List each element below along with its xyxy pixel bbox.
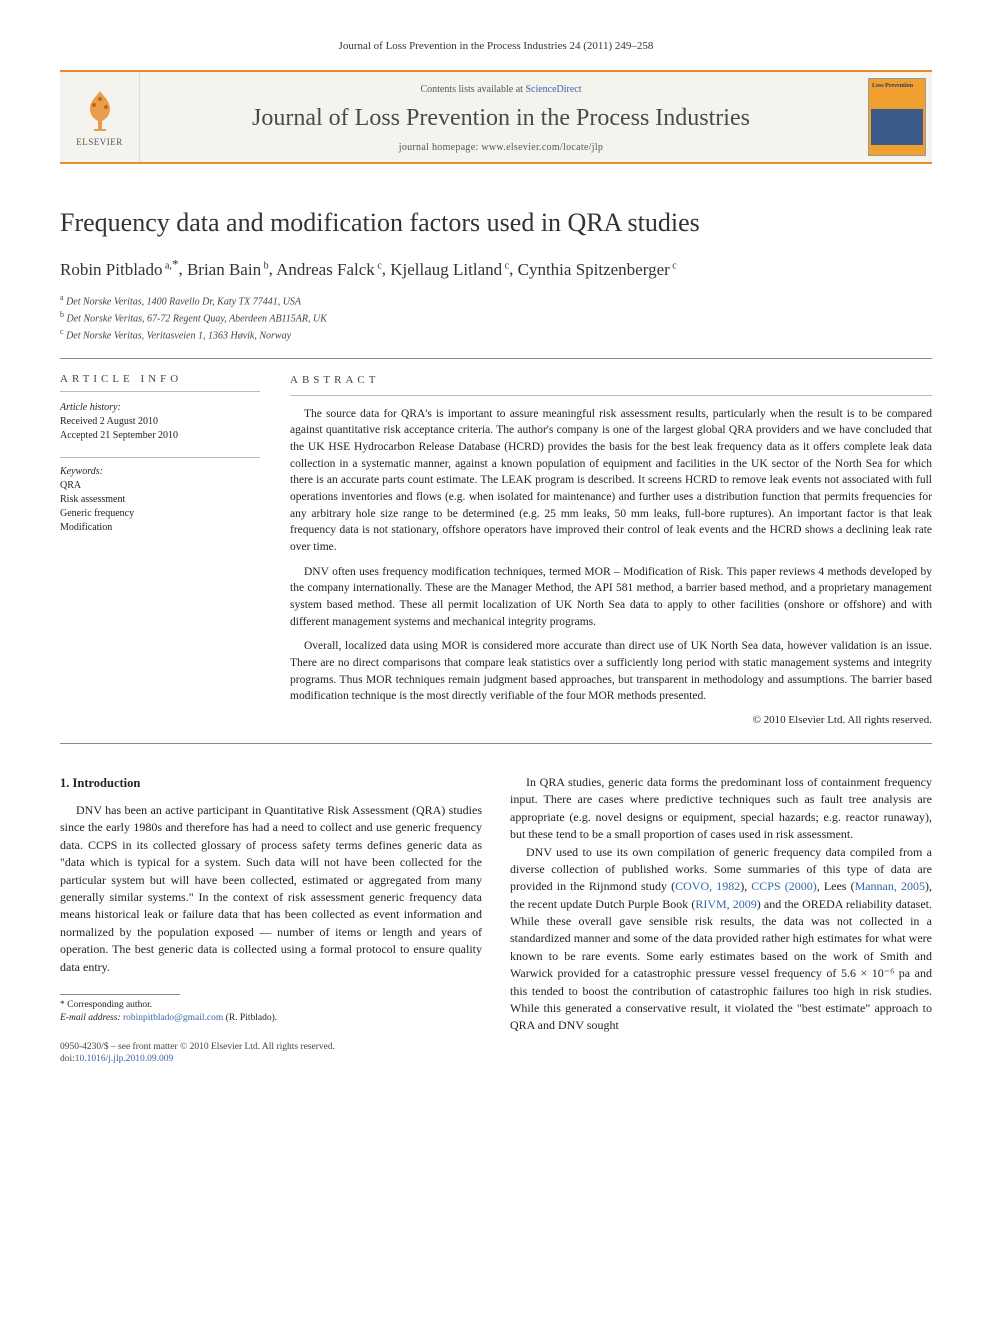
- author-list: Robin Pitblado a,*, Brian Bain b, Andrea…: [60, 256, 932, 280]
- body-paragraph: DNV used to use its own compilation of g…: [510, 844, 932, 1035]
- elsevier-tree-icon: [76, 87, 124, 135]
- section-title: Introduction: [73, 776, 141, 790]
- section-number: 1.: [60, 776, 69, 790]
- homepage-prefix: journal homepage:: [399, 142, 482, 153]
- affiliation: c Det Norske Veritas, Veritasveien 1, 13…: [60, 326, 932, 343]
- author: Kjellaug Litland c: [390, 260, 509, 279]
- body-two-column: 1. Introduction DNV has been an active p…: [60, 774, 932, 1066]
- article-info-heading: ARTICLE INFO: [60, 373, 260, 392]
- received-date: Received 2 August 2010: [60, 415, 260, 429]
- sciencedirect-link[interactable]: ScienceDirect: [525, 84, 581, 95]
- author: Andreas Falck c: [276, 260, 382, 279]
- abstract-column: ABSTRACT The source data for QRA's is im…: [290, 359, 932, 743]
- publisher-logo: ELSEVIER: [60, 72, 140, 162]
- keyword: QRA: [60, 479, 260, 493]
- journal-header: ELSEVIER Contents lists available at Sci…: [60, 70, 932, 164]
- citation-link[interactable]: RIVM, 2009: [695, 897, 756, 911]
- homepage-url: www.elsevier.com/locate/jlp: [481, 142, 603, 153]
- author: Robin Pitblado a,*: [60, 260, 178, 279]
- abstract-paragraph: Overall, localized data using MOR is con…: [290, 638, 932, 705]
- email-person: (R. Pitblado).: [226, 1013, 277, 1023]
- journal-cover-thumbnail: Loss Prevention: [862, 72, 932, 162]
- info-abstract-block: ARTICLE INFO Article history: Received 2…: [60, 358, 932, 744]
- article-info-column: ARTICLE INFO Article history: Received 2…: [60, 359, 260, 743]
- doi-link[interactable]: 10.1016/j.jlp.2010.09.009: [75, 1054, 173, 1064]
- accepted-date: Accepted 21 September 2010: [60, 429, 260, 443]
- keyword: Risk assessment: [60, 493, 260, 507]
- issn-copyright-line: 0950-4230/$ – see front matter © 2010 El…: [60, 1041, 482, 1054]
- contents-prefix: Contents lists available at: [420, 84, 525, 95]
- body-paragraph: In QRA studies, generic data forms the p…: [510, 774, 932, 844]
- journal-homepage-line: journal homepage: www.elsevier.com/locat…: [152, 142, 850, 153]
- affiliation-list: a Det Norske Veritas, 1400 Ravello Dr, K…: [60, 292, 932, 344]
- abstract-paragraph: The source data for QRA's is important t…: [290, 406, 932, 556]
- corresponding-email-link[interactable]: robinpitblado@gmail.com: [123, 1013, 223, 1023]
- author: Cynthia Spitzenberger c: [518, 260, 677, 279]
- affiliation: b Det Norske Veritas, 67-72 Regent Quay,…: [60, 309, 932, 326]
- corresponding-author-note: * Corresponding author.: [60, 999, 482, 1012]
- footnotes: * Corresponding author. E-mail address: …: [60, 999, 482, 1025]
- keywords-list: QRARisk assessmentGeneric frequencyModif…: [60, 479, 260, 535]
- article-title: Frequency data and modification factors …: [60, 208, 932, 238]
- citation-link[interactable]: CCPS (2000): [751, 879, 816, 893]
- email-label: E-mail address:: [60, 1013, 121, 1023]
- abstract-heading: ABSTRACT: [290, 373, 932, 396]
- keyword: Modification: [60, 521, 260, 535]
- publisher-name: ELSEVIER: [76, 137, 123, 147]
- journal-name: Journal of Loss Prevention in the Proces…: [152, 105, 850, 132]
- history-dates: Received 2 August 2010 Accepted 21 Septe…: [60, 415, 260, 443]
- keyword: Generic frequency: [60, 507, 260, 521]
- left-column: 1. Introduction DNV has been an active p…: [60, 774, 482, 1066]
- citation-link[interactable]: COVO, 1982: [675, 879, 740, 893]
- citation-line: Journal of Loss Prevention in the Proces…: [60, 40, 932, 52]
- citation-link[interactable]: Mannan, 2005: [855, 879, 925, 893]
- abstract-copyright: © 2010 Elsevier Ltd. All rights reserved…: [290, 713, 932, 729]
- abstract-paragraph: DNV often uses frequency modification te…: [290, 564, 932, 631]
- right-column: In QRA studies, generic data forms the p…: [510, 774, 932, 1066]
- contents-available-line: Contents lists available at ScienceDirec…: [152, 84, 850, 95]
- history-label: Article history:: [60, 402, 260, 413]
- section-heading: 1. Introduction: [60, 774, 482, 792]
- keywords-label: Keywords:: [60, 457, 260, 477]
- author: Brian Bain b: [187, 260, 269, 279]
- header-center: Contents lists available at ScienceDirec…: [140, 72, 862, 162]
- cover-title-text: Loss Prevention: [872, 83, 913, 89]
- body-paragraph: DNV has been an active participant in Qu…: [60, 802, 482, 976]
- footnote-separator: [60, 994, 180, 995]
- footer-meta: 0950-4230/$ – see front matter © 2010 El…: [60, 1041, 482, 1067]
- affiliation: a Det Norske Veritas, 1400 Ravello Dr, K…: [60, 292, 932, 309]
- doi-prefix: doi:: [60, 1054, 75, 1064]
